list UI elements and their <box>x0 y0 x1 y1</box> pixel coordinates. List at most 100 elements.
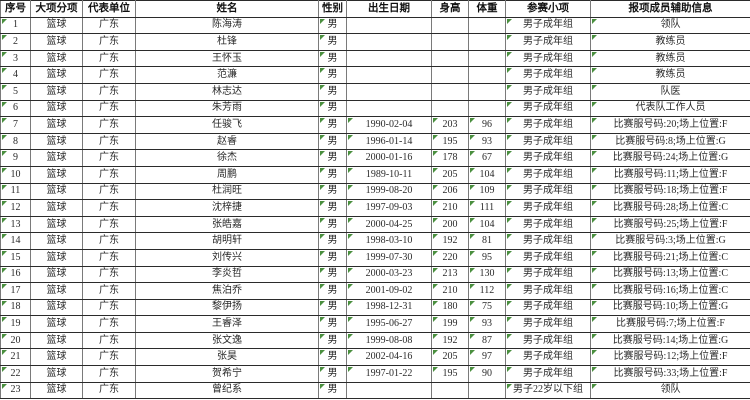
cell-sport[interactable]: 篮球 <box>30 381 83 400</box>
cell-name[interactable]: 胡明轩 <box>135 232 319 250</box>
cell-no[interactable]: 12 <box>0 199 31 217</box>
cell-birthdate[interactable]: 1996-01-14 <box>346 132 432 151</box>
cell-no[interactable]: 16 <box>0 265 31 284</box>
cell-height[interactable]: 205 <box>431 348 469 367</box>
cell-name[interactable]: 赵睿 <box>135 132 319 151</box>
cell-event[interactable]: 男子成年组 <box>505 66 591 84</box>
cell-weight[interactable]: 67 <box>468 149 506 167</box>
cell-name[interactable]: 张文逸 <box>135 331 319 350</box>
cell-gender[interactable]: 男 <box>318 365 347 383</box>
cell-weight[interactable]: 104 <box>468 215 506 234</box>
cell-weight[interactable]: 97 <box>468 348 506 367</box>
cell-height[interactable]: 199 <box>431 315 469 333</box>
cell-height[interactable]: 205 <box>431 165 469 184</box>
cell-info[interactable]: 比赛服号码:18;场上位置:F <box>590 182 750 201</box>
cell-gender[interactable]: 男 <box>318 82 347 101</box>
cell-info[interactable]: 比赛服号码:10;场上位置:G <box>590 298 750 317</box>
column-header-birthdate[interactable]: 出生日期 <box>346 0 432 18</box>
cell-unit[interactable]: 广东 <box>82 348 136 367</box>
cell-birthdate[interactable]: 1999-07-30 <box>346 248 432 267</box>
cell-event[interactable]: 男子成年组 <box>505 348 591 367</box>
cell-gender[interactable]: 男 <box>318 315 347 333</box>
cell-birthdate[interactable]: 1989-10-11 <box>346 165 432 184</box>
cell-name[interactable]: 林志达 <box>135 82 319 101</box>
cell-info[interactable]: 领队 <box>590 16 750 35</box>
cell-weight[interactable]: 111 <box>468 199 506 217</box>
cell-gender[interactable]: 男 <box>318 99 347 118</box>
cell-no[interactable]: 11 <box>0 182 31 201</box>
cell-event[interactable]: 男子22岁以下组 <box>505 381 591 400</box>
cell-unit[interactable]: 广东 <box>82 199 136 217</box>
column-header-unit[interactable]: 代表单位 <box>82 0 136 18</box>
cell-no[interactable]: 6 <box>0 99 31 118</box>
cell-no[interactable]: 15 <box>0 248 31 267</box>
cell-info[interactable]: 比赛服号码:33;场上位置:F <box>590 365 750 383</box>
column-header-sport[interactable]: 大项分项 <box>30 0 83 18</box>
cell-event[interactable]: 男子成年组 <box>505 165 591 184</box>
cell-unit[interactable]: 广东 <box>82 282 136 300</box>
cell-weight[interactable]: 95 <box>468 248 506 267</box>
cell-name[interactable]: 刘传兴 <box>135 248 319 267</box>
column-header-weight[interactable]: 体重 <box>468 0 506 18</box>
cell-no[interactable]: 2 <box>0 33 31 51</box>
cell-gender[interactable]: 男 <box>318 248 347 267</box>
cell-info[interactable]: 领队 <box>590 381 750 400</box>
cell-info[interactable]: 比赛服号码:16;场上位置:C <box>590 282 750 300</box>
cell-no[interactable]: 8 <box>0 132 31 151</box>
cell-name[interactable]: 朱芳雨 <box>135 99 319 118</box>
cell-height[interactable]: 210 <box>431 199 469 217</box>
cell-birthdate[interactable] <box>346 16 432 35</box>
cell-birthdate[interactable]: 2000-04-25 <box>346 215 432 234</box>
cell-event[interactable]: 男子成年组 <box>505 265 591 284</box>
cell-sport[interactable]: 篮球 <box>30 49 83 68</box>
cell-height[interactable]: 192 <box>431 331 469 350</box>
cell-weight[interactable] <box>468 381 506 400</box>
cell-gender[interactable]: 男 <box>318 182 347 201</box>
cell-no[interactable]: 17 <box>0 282 31 300</box>
column-header-no[interactable]: 序号 <box>0 0 31 18</box>
cell-gender[interactable]: 男 <box>318 215 347 234</box>
cell-height[interactable] <box>431 381 469 400</box>
cell-birthdate[interactable] <box>346 99 432 118</box>
cell-name[interactable]: 杜锋 <box>135 33 319 51</box>
cell-info[interactable]: 代表队工作人员 <box>590 99 750 118</box>
cell-event[interactable]: 男子成年组 <box>505 232 591 250</box>
cell-no[interactable]: 13 <box>0 215 31 234</box>
cell-gender[interactable]: 男 <box>318 16 347 35</box>
cell-event[interactable]: 男子成年组 <box>505 282 591 300</box>
cell-info[interactable]: 比赛服号码:20;场上位置:F <box>590 116 750 134</box>
column-header-name[interactable]: 姓名 <box>135 0 319 18</box>
cell-name[interactable]: 杜润旺 <box>135 182 319 201</box>
cell-unit[interactable]: 广东 <box>82 265 136 284</box>
cell-height[interactable] <box>431 16 469 35</box>
cell-gender[interactable]: 男 <box>318 232 347 250</box>
cell-info[interactable]: 比赛服号码:8;场上位置:G <box>590 132 750 151</box>
column-header-gender[interactable]: 性别 <box>318 0 347 18</box>
cell-unit[interactable]: 广东 <box>82 49 136 68</box>
cell-height[interactable] <box>431 99 469 118</box>
cell-info[interactable]: 比赛服号码:28;场上位置:C <box>590 199 750 217</box>
cell-unit[interactable]: 广东 <box>82 215 136 234</box>
cell-no[interactable]: 1 <box>0 16 31 35</box>
cell-birthdate[interactable]: 2002-04-16 <box>346 348 432 367</box>
cell-gender[interactable]: 男 <box>318 331 347 350</box>
cell-weight[interactable]: 87 <box>468 331 506 350</box>
cell-weight[interactable]: 93 <box>468 132 506 151</box>
cell-gender[interactable]: 男 <box>318 348 347 367</box>
cell-height[interactable]: 203 <box>431 116 469 134</box>
cell-name[interactable]: 王睿泽 <box>135 315 319 333</box>
cell-info[interactable]: 比赛服号码:13;场上位置:C <box>590 265 750 284</box>
cell-info[interactable]: 比赛服号码:3;场上位置:G <box>590 232 750 250</box>
cell-birthdate[interactable]: 1997-01-22 <box>346 365 432 383</box>
cell-name[interactable]: 李炎哲 <box>135 265 319 284</box>
cell-weight[interactable] <box>468 33 506 51</box>
cell-weight[interactable] <box>468 49 506 68</box>
cell-weight[interactable] <box>468 66 506 84</box>
cell-unit[interactable]: 广东 <box>82 381 136 400</box>
cell-height[interactable] <box>431 66 469 84</box>
cell-no[interactable]: 4 <box>0 66 31 84</box>
cell-sport[interactable]: 篮球 <box>30 99 83 118</box>
cell-info[interactable]: 教练员 <box>590 66 750 84</box>
cell-name[interactable]: 王怀玉 <box>135 49 319 68</box>
cell-no[interactable]: 22 <box>0 365 31 383</box>
